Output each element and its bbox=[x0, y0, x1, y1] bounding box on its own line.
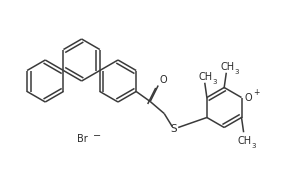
Text: CH: CH bbox=[199, 71, 213, 81]
Text: −: − bbox=[93, 131, 101, 141]
Text: 3: 3 bbox=[252, 142, 256, 149]
Text: O: O bbox=[244, 92, 252, 103]
Text: CH: CH bbox=[238, 136, 252, 146]
Text: O: O bbox=[159, 75, 167, 84]
Text: 3: 3 bbox=[234, 68, 239, 75]
Text: CH: CH bbox=[220, 62, 234, 71]
Text: S: S bbox=[171, 125, 178, 135]
Text: Br: Br bbox=[77, 134, 87, 144]
Text: 3: 3 bbox=[213, 78, 217, 84]
Text: +: + bbox=[254, 88, 260, 97]
